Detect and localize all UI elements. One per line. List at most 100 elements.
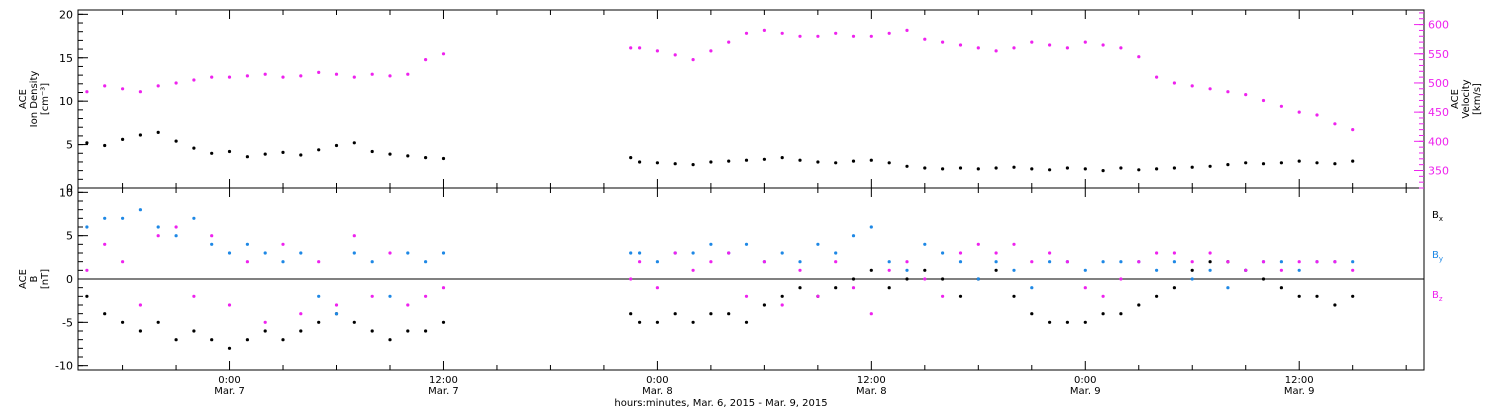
data-point-velocity <box>1244 93 1248 97</box>
data-point-velocity <box>1101 43 1105 47</box>
data-point-by <box>691 251 695 255</box>
data-point-bx <box>1261 277 1266 281</box>
data-point-bz <box>1012 242 1016 246</box>
data-point-bx <box>1333 303 1337 307</box>
y-tick-label: 5 <box>66 230 73 243</box>
data-point-bx <box>638 320 642 324</box>
data-point-by <box>1208 268 1212 272</box>
data-point-bx <box>388 338 392 342</box>
data-point-bz <box>923 277 927 281</box>
data-point-ion-density <box>1048 168 1052 172</box>
data-point-velocity <box>1208 87 1212 91</box>
left-axis-title-line: ACE <box>18 269 29 289</box>
data-point-velocity <box>1048 43 1052 47</box>
axes-layer <box>77 9 1425 371</box>
x-tick-label-date: Mar. 9 <box>1070 386 1101 397</box>
data-point-velocity <box>1065 46 1069 50</box>
data-point-velocity <box>210 75 214 79</box>
legend-sub: z <box>1439 295 1443 303</box>
data-point-velocity <box>192 78 196 82</box>
data-point-bz <box>958 251 963 255</box>
legend-base: B <box>1432 290 1439 301</box>
data-point-bz <box>174 225 178 229</box>
data-point-ion-density <box>1065 166 1069 170</box>
right-axis-title-line: Velocity <box>1461 79 1472 118</box>
data-point-velocity <box>709 49 713 53</box>
data-point-ion-density <box>210 151 214 155</box>
data-point-ion-density <box>976 167 980 171</box>
data-point-by <box>334 312 339 316</box>
data-point-by <box>174 234 178 238</box>
data-point-ion-density <box>1244 161 1248 165</box>
data-point-ion-density <box>887 161 891 165</box>
data-point-bx <box>138 329 142 333</box>
data-point-bz <box>976 242 980 246</box>
data-point-by <box>352 251 356 255</box>
data-point-by <box>227 251 232 255</box>
x-tick-label-date: Mar. 8 <box>856 386 887 397</box>
data-point-bx <box>834 286 838 290</box>
data-point-by <box>1048 260 1052 264</box>
data-point-by <box>370 260 374 264</box>
x-tick-label-time: 0:00 <box>1074 375 1096 386</box>
data-point-bx <box>673 312 677 316</box>
data-point-by <box>281 260 285 264</box>
data-point-ion-density <box>299 153 303 157</box>
data-point-velocity <box>727 40 731 44</box>
data-point-bz <box>388 251 392 255</box>
data-point-bx <box>869 268 873 272</box>
data-point-bz <box>1048 251 1052 255</box>
y-tick-label: 20 <box>59 8 73 21</box>
data-point-bz <box>1065 260 1069 264</box>
y-tick-label: 0 <box>66 182 73 195</box>
data-point-velocity <box>869 34 873 38</box>
data-point-velocity <box>281 75 285 79</box>
data-point-bx <box>174 338 178 342</box>
data-point-ion-density <box>1279 161 1283 165</box>
data-point-bx <box>1030 312 1034 316</box>
data-point-bx <box>210 338 214 342</box>
data-point-bx <box>245 338 249 342</box>
data-point-by <box>851 234 856 238</box>
data-point-bz <box>941 294 945 298</box>
legend-entry: Bx <box>1432 210 1443 223</box>
data-point-by <box>1101 260 1105 264</box>
y-tick-label: 10 <box>59 186 73 199</box>
data-point-bz <box>762 260 767 264</box>
data-point-bz <box>424 294 428 298</box>
data-point-bx <box>851 277 856 281</box>
data-point-bz <box>121 260 125 264</box>
data-point-bz <box>1172 251 1176 255</box>
left-axis-title-line: Ion Density <box>29 71 40 128</box>
data-point-velocity <box>156 84 160 88</box>
data-point-bx <box>103 312 107 316</box>
x-tick-label-date: Mar. 8 <box>642 386 673 397</box>
data-point-by <box>958 260 963 264</box>
data-point-ion-density <box>406 154 410 158</box>
data-point-ion-density <box>923 166 927 170</box>
data-point-bx <box>887 286 891 290</box>
data-point-bx <box>905 277 909 281</box>
data-point-bz <box>905 260 909 264</box>
right-axis-title-line: [km/s] <box>1472 83 1483 115</box>
right-y-tick-label: 450 <box>1428 106 1449 119</box>
data-point-ion-density <box>121 137 125 141</box>
x-tick-label-time: 0:00 <box>218 375 240 386</box>
y-tick-label: -10 <box>55 360 73 373</box>
data-point-velocity <box>1297 110 1301 114</box>
data-point-bx <box>263 329 267 333</box>
data-point-ion-density <box>941 167 945 171</box>
data-point-by <box>744 242 749 246</box>
data-point-ion-density <box>138 133 142 137</box>
data-point-velocity <box>923 37 927 41</box>
x-tick-label-date: Mar. 7 <box>428 386 459 397</box>
data-point-bx <box>1155 294 1159 298</box>
data-point-bx <box>1101 312 1105 316</box>
data-point-velocity <box>673 53 677 57</box>
data-point-ion-density <box>638 160 642 164</box>
data-point-ion-density <box>352 141 356 145</box>
data-point-ion-density <box>727 159 731 163</box>
legend-sub: x <box>1439 215 1443 223</box>
data-point-velocity <box>406 72 410 76</box>
